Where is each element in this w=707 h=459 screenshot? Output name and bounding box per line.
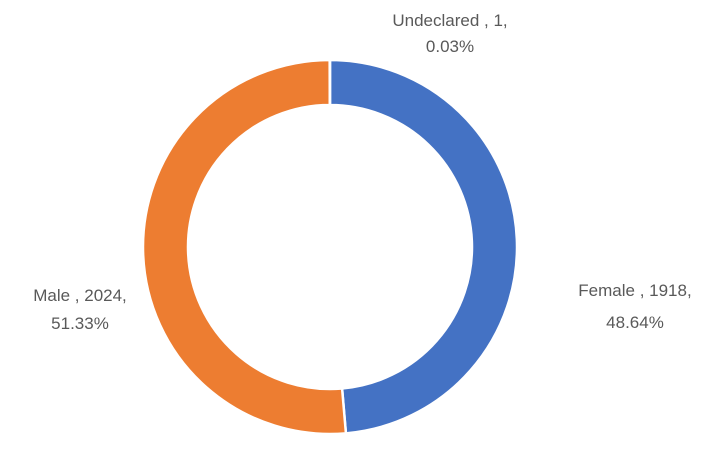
data-label: Female , 1918, 48.64%	[578, 281, 691, 332]
data-label-line: 51.33%	[51, 314, 109, 333]
data-label-line: Female , 1918,	[578, 281, 691, 300]
data-label: Undeclared , 1, 0.03%	[392, 11, 507, 56]
data-label-line: 48.64%	[606, 313, 664, 332]
data-label-line: Male , 2024,	[33, 286, 127, 305]
donut-slice	[141, 58, 348, 436]
data-label-line: 0.03%	[426, 37, 474, 56]
data-label-line: Undeclared , 1,	[392, 11, 507, 30]
data-label: Male , 2024, 51.33%	[33, 286, 127, 333]
donut-slice	[328, 58, 519, 435]
